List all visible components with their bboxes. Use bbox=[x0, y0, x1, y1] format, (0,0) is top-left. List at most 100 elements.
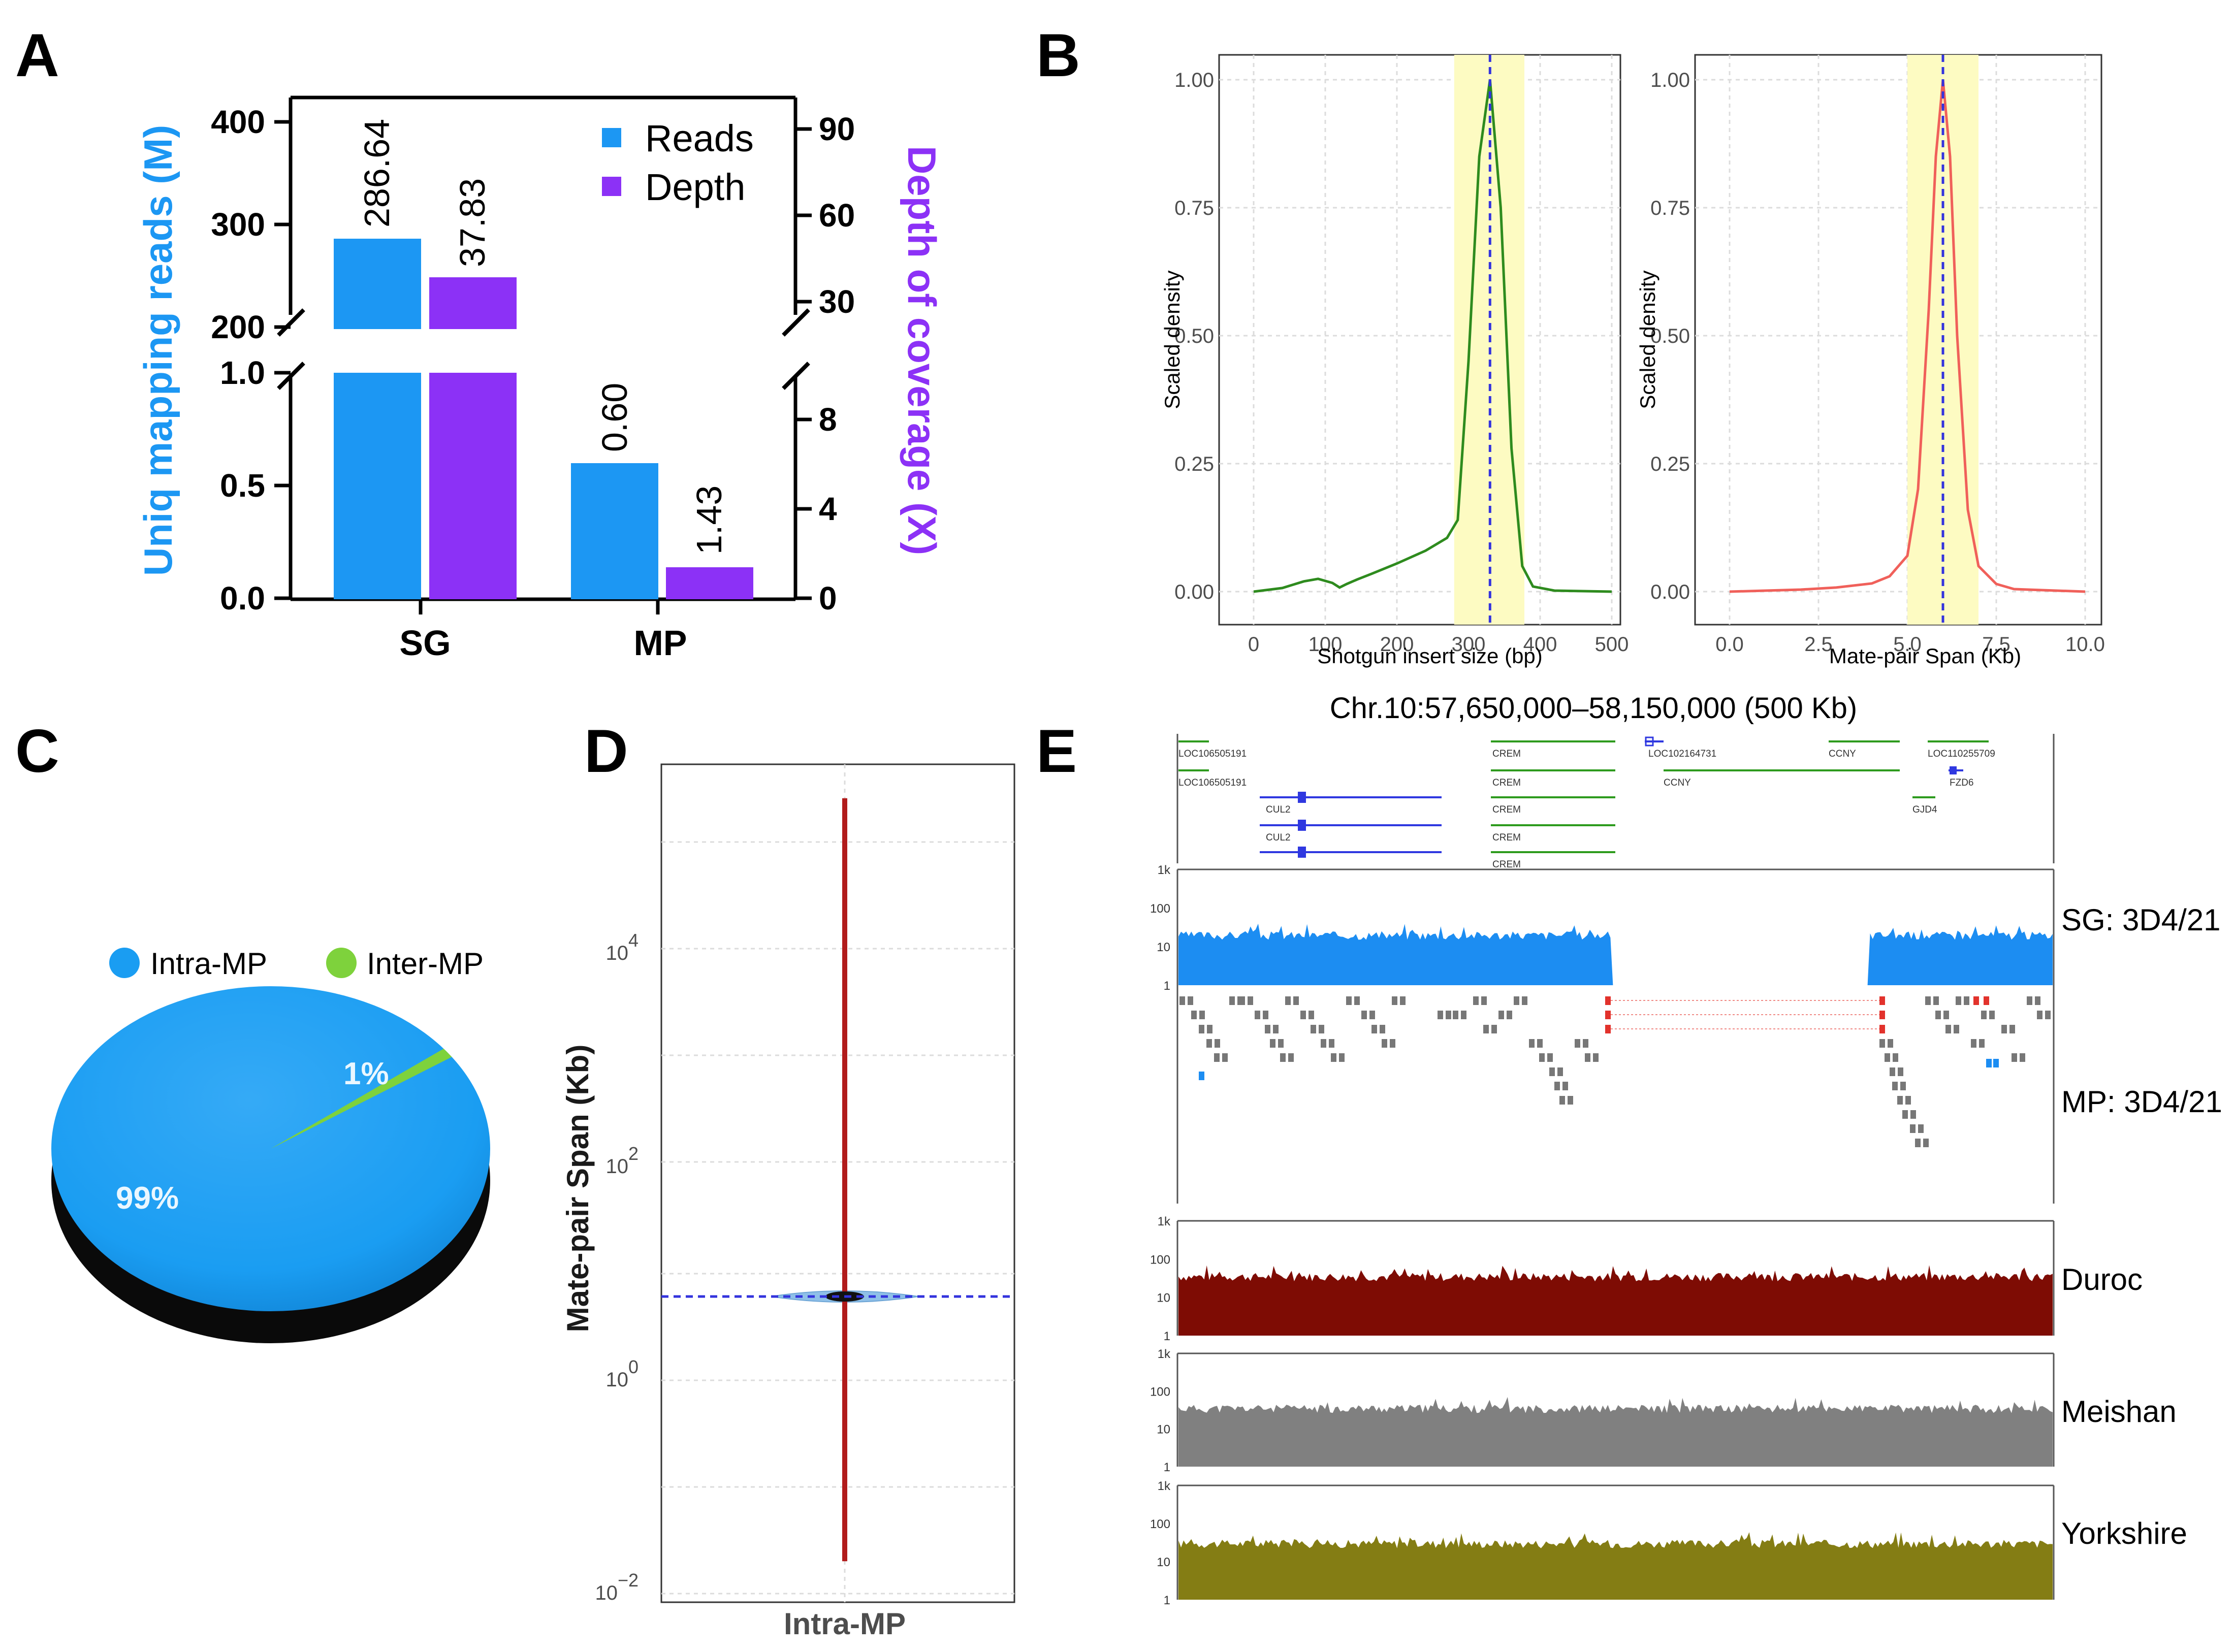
e-ytick-1-3: 1 bbox=[1164, 1330, 1170, 1343]
e-mp-read bbox=[1369, 1011, 1375, 1019]
b2-xtick-3: 7.5 bbox=[1982, 633, 2010, 656]
panel-label-e: E bbox=[1036, 717, 1077, 785]
e-mp-read bbox=[2045, 1011, 2051, 1019]
e-mp-read bbox=[1331, 1053, 1336, 1062]
b2-ylabel: Scaled density bbox=[1636, 270, 1659, 409]
e-gene-track: LOC106505191 LOC106505191 CUL2 CUL2 CREM… bbox=[1178, 736, 1995, 870]
e-mp-read bbox=[1910, 1124, 1916, 1133]
e-mp-read bbox=[1593, 1053, 1599, 1062]
b1-xtick-5: 500 bbox=[1595, 633, 1629, 656]
d-ytick-1e0-exp: 0 bbox=[628, 1356, 639, 1377]
d-ylabel: Mate-pair Span (Kb) bbox=[561, 1045, 595, 1333]
e-mp-read bbox=[1557, 1067, 1563, 1076]
a-category-sg: SG bbox=[399, 623, 451, 663]
a-right-tick-30: 30 bbox=[819, 283, 855, 320]
e-ytick-3-2: 10 bbox=[1157, 1556, 1170, 1569]
e-ytick-0-3: 1 bbox=[1164, 979, 1170, 993]
b2-xtick-2: 5.0 bbox=[1893, 633, 1922, 656]
e-mp-read bbox=[1288, 1053, 1294, 1062]
e-mp-read bbox=[1905, 1096, 1911, 1105]
d-ytick-1e-2: 10−2 bbox=[595, 1570, 639, 1604]
b2-ytick-0: 0.00 bbox=[1650, 581, 1690, 603]
e-mp-read bbox=[1361, 1011, 1367, 1019]
e-gene-3: CUL2 bbox=[1266, 804, 1291, 815]
b1-xlabel: Shotgun insert size (bp) bbox=[1317, 644, 1543, 668]
e-mp-read bbox=[1568, 1096, 1573, 1105]
e-mp-read bbox=[1491, 1025, 1497, 1033]
b2-density-plot: 0.00 0.25 0.50 0.75 1.00 0.0 2.5 5.0 7.5… bbox=[1636, 54, 2105, 668]
a-y2label: Depth of coverage (X) bbox=[900, 146, 944, 555]
e-mp-read bbox=[1897, 1096, 1903, 1105]
e-mp-read bbox=[1910, 1110, 1916, 1119]
e-mp-read bbox=[1382, 1039, 1387, 1048]
e-mp-read bbox=[1300, 1011, 1306, 1019]
e-gene-5: CREM bbox=[1492, 749, 1521, 759]
a-bar-mp-reads bbox=[571, 463, 658, 599]
e-mp-read bbox=[1888, 1039, 1893, 1048]
e-track-meishan-coverage bbox=[1178, 1397, 2053, 1467]
e-mp-read bbox=[1892, 1082, 1898, 1090]
e-ytick-1-2: 10 bbox=[1157, 1291, 1170, 1305]
e-mp-read bbox=[1879, 1025, 1885, 1033]
e-mp-read bbox=[1885, 1053, 1890, 1062]
b2-ytick-1: 0.25 bbox=[1650, 453, 1690, 475]
e-mp-read bbox=[1964, 996, 1969, 1005]
a-label-mp-reads: 0.60 bbox=[595, 383, 634, 452]
a-legend-depth-swatch bbox=[602, 177, 621, 196]
b2-ytick-2: 0.50 bbox=[1650, 325, 1690, 347]
e-mp-read bbox=[1986, 1059, 1992, 1067]
e-gene-8: CREM bbox=[1492, 832, 1521, 843]
e-mp-read bbox=[1473, 996, 1479, 1005]
e-title: Chr.10:57,650,000–58,150,000 (500 Kb) bbox=[1330, 692, 1857, 725]
e-mp-read bbox=[1446, 1011, 1451, 1019]
e-ytick-3-1: 100 bbox=[1150, 1517, 1170, 1531]
e-mp-read bbox=[1263, 1011, 1268, 1019]
e-mp-read bbox=[1273, 1025, 1279, 1033]
e-mp-read bbox=[1537, 1039, 1543, 1048]
e-mp-read bbox=[1309, 1011, 1314, 1019]
b2-xtick-0: 0.0 bbox=[1715, 633, 1744, 656]
e-ytick-1-1: 100 bbox=[1150, 1253, 1170, 1267]
e-mp-read bbox=[1255, 1011, 1260, 1019]
a-right-tick-90: 90 bbox=[819, 111, 855, 147]
e-mp-read bbox=[1239, 996, 1245, 1005]
e-gene-15: GJD4 bbox=[1912, 804, 1937, 815]
e-mp-read bbox=[1549, 1067, 1555, 1076]
e-mp-read bbox=[2027, 996, 2032, 1005]
e-mp-read bbox=[1529, 1039, 1535, 1048]
e-mp-read bbox=[1943, 1011, 1949, 1019]
e-gene-2: LOC106505191 bbox=[1178, 778, 1247, 788]
e-mp-read bbox=[1481, 996, 1487, 1005]
b1-density-plot: 0.00 0.25 0.50 0.75 1.00 0 100 200 300 4… bbox=[1160, 54, 1629, 668]
e-mp-read bbox=[1989, 1011, 1995, 1019]
a-right-tick-60: 60 bbox=[819, 197, 855, 234]
e-mp-read bbox=[1879, 996, 1885, 1005]
a-right-tick-8: 8 bbox=[819, 401, 837, 438]
a-label-sg-reads: 286.64 bbox=[357, 119, 397, 228]
e-mp-read bbox=[1311, 1025, 1316, 1033]
d-ytick-1e2-base: 10 bbox=[605, 1155, 628, 1178]
e-mp-read bbox=[1371, 1025, 1377, 1033]
b1-xtick-0: 0 bbox=[1248, 633, 1259, 656]
e-ytick-3-0: 1k bbox=[1158, 1479, 1171, 1493]
b1-ytick-1: 0.25 bbox=[1174, 453, 1214, 475]
panel-label-a: A bbox=[15, 21, 59, 89]
e-mp-read bbox=[1346, 996, 1352, 1005]
e-mp-read bbox=[1400, 996, 1406, 1005]
e-mp-read bbox=[1392, 996, 1397, 1005]
e-mp-read bbox=[1278, 1039, 1284, 1048]
c-pie-slice-inter bbox=[271, 1049, 452, 1149]
e-mp-read bbox=[1390, 1039, 1395, 1048]
e-mp-read bbox=[1321, 1039, 1326, 1048]
e-gene-6: CREM bbox=[1492, 778, 1521, 788]
e-mp-read bbox=[1979, 1039, 1985, 1048]
e-mp-read bbox=[1498, 1011, 1504, 1019]
e-mp-read bbox=[1280, 1053, 1286, 1062]
e-ytick-3-3: 1 bbox=[1164, 1594, 1170, 1607]
e-track-label-meishan: Meishan bbox=[2061, 1395, 2177, 1429]
e-mp-read bbox=[1954, 1025, 1959, 1033]
axis-break-marks bbox=[277, 308, 810, 390]
e-mp-read bbox=[2012, 1053, 2017, 1062]
e-mp-read bbox=[1973, 996, 1979, 1005]
